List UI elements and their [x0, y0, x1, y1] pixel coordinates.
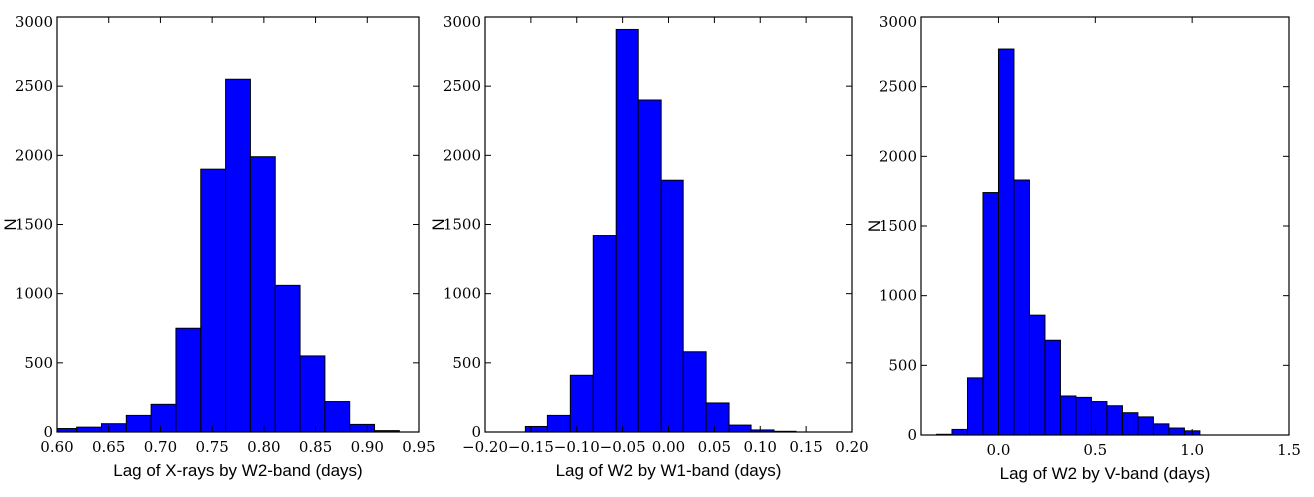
- histogram-bar: [615, 28, 639, 433]
- y-tick-label: 2000: [443, 146, 481, 164]
- x-tick-label: 0.90: [351, 438, 384, 456]
- y-tick-label: 0: [43, 423, 53, 441]
- histogram-bar: [966, 377, 984, 436]
- histogram-bar: [951, 428, 968, 436]
- x-axis-label: Lag of W2 by V-band (days): [1000, 464, 1211, 483]
- x-axis-label: Lag of W2 by W1-band (days): [556, 461, 782, 480]
- histogram-bar: [76, 426, 102, 433]
- y-tick-label: 2000: [879, 147, 917, 165]
- x-tick-label: 0.0: [987, 441, 1011, 459]
- histogram-bar: [175, 327, 202, 433]
- histogram-bar: [225, 78, 251, 433]
- x-tick-label: 0.15: [789, 438, 822, 456]
- histogram-bar: [324, 401, 351, 433]
- y-tick-label: 500: [452, 354, 481, 372]
- x-tick-label: 0.75: [195, 438, 228, 456]
- histogram-bar: [249, 156, 276, 433]
- x-tick-label: −0.05: [600, 438, 646, 456]
- histogram-bar: [592, 235, 617, 433]
- y-tick-label: 500: [888, 356, 917, 374]
- histogram-bar: [200, 168, 227, 433]
- y-tick-label: 500: [24, 354, 53, 372]
- y-tick-label: 2500: [879, 78, 917, 96]
- histogram-panel-2: 0 500 1000 1500 2000 2500 3000 −0.20 −0.15 −0.10−…: [429, 13, 869, 480]
- x-tick-label: 0.80: [247, 438, 280, 456]
- histogram-bar: [1168, 427, 1185, 436]
- x-tick-label: 1.5: [1277, 441, 1301, 459]
- y-axis-label: N: [429, 218, 448, 230]
- histogram-bar: [1152, 423, 1170, 436]
- histogram-bar: [274, 284, 301, 433]
- x-tick-label: 0.10: [744, 438, 777, 456]
- y-tick-label: 1500: [879, 217, 917, 235]
- histogram-bar: [728, 424, 752, 433]
- x-tick-label: 0.70: [144, 438, 177, 456]
- x-tick-label: 0.85: [299, 438, 332, 456]
- y-tick-label: 0: [471, 423, 481, 441]
- histogram-bar: [524, 425, 548, 433]
- x-tick-label: 0.95: [402, 438, 435, 456]
- histogram-bar: [1137, 416, 1154, 436]
- histogram-bar: [705, 402, 730, 433]
- x-tick-label: −0.20: [462, 438, 508, 456]
- y-tick-label: 2000: [15, 146, 53, 164]
- y-tick-label: 1000: [879, 287, 917, 305]
- y-axis-label: N: [1, 218, 20, 230]
- histogram-bar: [150, 403, 177, 433]
- x-tick-label: 0.60: [40, 438, 73, 456]
- histogram-bar: [637, 99, 662, 433]
- y-tick-label: 3000: [15, 13, 53, 31]
- x-tick-label: −0.10: [554, 438, 600, 456]
- histogram-bar: [1075, 396, 1092, 436]
- x-tick-label: 1.0: [1180, 441, 1204, 459]
- histogram-panel-1: 0 500 1000 1500 2000 2500 3000 0.60 0.65 0.70 0.75…: [1, 13, 436, 480]
- histogram-bar: [569, 374, 594, 433]
- histogram-bar: [1121, 412, 1139, 436]
- histogram-bar: [1013, 179, 1030, 436]
- y-tick-label: 0: [907, 426, 917, 444]
- x-axis-label: Lag of X-rays by W2-band (days): [113, 461, 362, 480]
- y-axis-label: N: [865, 220, 884, 232]
- y-tick-label: 2500: [15, 77, 53, 95]
- histogram-bar: [299, 355, 326, 433]
- plot-frame: [920, 16, 1290, 436]
- y-tick-label: 1000: [15, 285, 53, 303]
- histogram-bar: [1106, 405, 1123, 436]
- y-tick-label: 3000: [879, 13, 917, 31]
- y-tick-label: 3000: [443, 13, 481, 31]
- x-tick-label: 0.65: [92, 438, 125, 456]
- histogram-bar: [1028, 314, 1046, 436]
- x-tick-label: 0.5: [1083, 441, 1107, 459]
- y-tick-label: 1500: [443, 216, 481, 234]
- histogram-bar: [1090, 401, 1108, 436]
- x-tick-label: 0.00: [652, 438, 685, 456]
- x-tick-label: −0.15: [508, 438, 554, 456]
- y-tick-label: 1500: [15, 216, 53, 234]
- histogram-bar: [349, 423, 376, 433]
- histogram-bar: [125, 414, 152, 433]
- y-tick-label: 1000: [443, 285, 481, 303]
- histogram-bar: [997, 48, 1015, 436]
- histogram-bar: [682, 351, 707, 433]
- histogram-bar: [546, 414, 571, 433]
- histogram-bar: [1059, 395, 1077, 436]
- histogram-bar: [1044, 339, 1061, 436]
- histogram-bar: [100, 423, 127, 433]
- histogram-bar: [660, 179, 684, 433]
- y-tick-label: 2500: [443, 77, 481, 95]
- x-tick-label: 0.05: [698, 438, 731, 456]
- histogram-bar: [982, 192, 999, 436]
- histogram-panel-3: 0 500 1000 1500 2000 2500 3000 0.0 0.5 1.0 1.5 Lag …: [865, 13, 1301, 483]
- x-tick-label: 0.20: [835, 438, 868, 456]
